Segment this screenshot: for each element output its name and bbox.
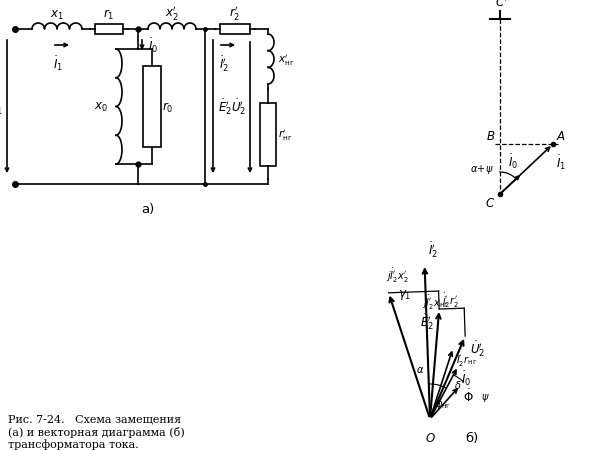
- Text: $j\dot{I}_2' x_{\rm нг}$: $j\dot{I}_2' x_{\rm нг}$: [422, 293, 449, 311]
- Text: $\delta$: $\delta$: [454, 378, 462, 390]
- Text: $j\dot{I}_2' x_2'$: $j\dot{I}_2' x_2'$: [386, 266, 408, 284]
- Text: $\dot{U}_2'$: $\dot{U}_2'$: [470, 338, 485, 359]
- Text: $r_0$: $r_0$: [162, 100, 173, 114]
- Text: $C'$: $C'$: [496, 0, 509, 10]
- Text: $\dot{U}_1$: $\dot{U}_1$: [0, 98, 3, 116]
- Bar: [95, 25, 123, 35]
- Bar: [260, 103, 276, 166]
- Text: б): б): [465, 431, 478, 444]
- Text: $r_{\rm нг}'$: $r_{\rm нг}'$: [278, 127, 292, 143]
- Text: $\alpha\!+\!\psi$: $\alpha\!+\!\psi$: [470, 163, 494, 176]
- Text: Рис. 7-24.   Схема замещения
(а) и векторная диаграмма (б)
трансформатора тока.: Рис. 7-24. Схема замещения (а) и векторн…: [8, 414, 185, 449]
- Text: $\dot{E}_2'$: $\dot{E}_2'$: [218, 97, 232, 117]
- Text: $\dot{I}_0$: $\dot{I}_0$: [148, 37, 158, 55]
- Text: $x_1$: $x_1$: [50, 9, 64, 22]
- Text: $A$: $A$: [556, 130, 566, 143]
- Text: $\dot{U}_2'$: $\dot{U}_2'$: [231, 97, 246, 117]
- Text: $\dot{I}_1$: $\dot{I}_1$: [556, 152, 566, 171]
- Bar: [220, 25, 250, 35]
- Text: $\dot{i}_2' r_2'$: $\dot{i}_2' r_2'$: [442, 291, 459, 309]
- Text: $\gamma_1$: $\gamma_1$: [398, 287, 411, 301]
- Text: $\dot{I}_2' r_{\rm нг}$: $\dot{I}_2' r_{\rm нг}$: [456, 350, 478, 368]
- Text: а): а): [141, 202, 155, 216]
- Text: $r_1$: $r_1$: [104, 8, 115, 22]
- Text: $\dot{I}_1$: $\dot{I}_1$: [53, 54, 63, 73]
- Text: $\varphi_{\rm нг}$: $\varphi_{\rm нг}$: [435, 398, 451, 410]
- Text: $\dot{I}_0$: $\dot{I}_0$: [461, 368, 471, 387]
- Text: $\psi$: $\psi$: [481, 391, 490, 403]
- Text: $C$: $C$: [485, 197, 495, 210]
- Text: $r_2'$: $r_2'$: [229, 4, 240, 22]
- Text: $x_{\rm нг}'$: $x_{\rm нг}'$: [278, 52, 295, 68]
- Text: $\dot{\Phi}$: $\dot{\Phi}$: [463, 388, 474, 404]
- Text: $\dot{I}_2'$: $\dot{I}_2'$: [219, 54, 229, 74]
- Text: $O$: $O$: [424, 431, 435, 444]
- Text: $\dot{E}_2'$: $\dot{E}_2'$: [420, 311, 434, 331]
- Text: $\dot{I}_0$: $\dot{I}_0$: [508, 152, 518, 170]
- Text: $B$: $B$: [485, 130, 495, 143]
- Text: $\alpha$: $\alpha$: [416, 364, 424, 374]
- Text: $x_2'$: $x_2'$: [165, 4, 179, 22]
- Text: $x_0$: $x_0$: [94, 101, 108, 114]
- Text: $\dot{I}_2'$: $\dot{I}_2'$: [427, 239, 437, 259]
- Bar: [143, 67, 161, 147]
